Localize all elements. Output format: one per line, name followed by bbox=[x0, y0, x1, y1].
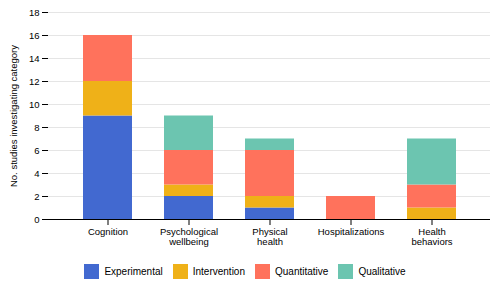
svg-text:2: 2 bbox=[34, 191, 39, 202]
svg-text:8: 8 bbox=[34, 122, 39, 133]
html-text:Intervention: Intervention bbox=[192, 266, 245, 277]
html-text:Experimental: Experimental bbox=[104, 266, 163, 277]
svg-text:Psychologicalwellbeing: Psychologicalwellbeing bbox=[160, 226, 218, 247]
svg-text:Healthbehaviors: Healthbehaviors bbox=[411, 226, 452, 247]
svg-text:10: 10 bbox=[29, 99, 40, 110]
svg-text:0: 0 bbox=[34, 214, 39, 225]
svg-text:No. studies investigating cate: No. studies investigating category bbox=[8, 45, 19, 187]
svg-text:6: 6 bbox=[34, 145, 39, 156]
svg-text:18: 18 bbox=[29, 7, 40, 18]
svg-text:Cognition: Cognition bbox=[88, 226, 128, 237]
svg-text:4: 4 bbox=[34, 168, 39, 179]
svg-text:14: 14 bbox=[29, 53, 40, 64]
svg-text:16: 16 bbox=[29, 30, 40, 41]
svg-text:12: 12 bbox=[29, 76, 40, 87]
svg-text:Hospitalizations: Hospitalizations bbox=[318, 226, 385, 237]
html-text:Qualitative: Qualitative bbox=[358, 266, 406, 277]
svg-text:Physicalhealth: Physicalhealth bbox=[252, 226, 287, 247]
html-text:Quantitative: Quantitative bbox=[275, 266, 329, 277]
